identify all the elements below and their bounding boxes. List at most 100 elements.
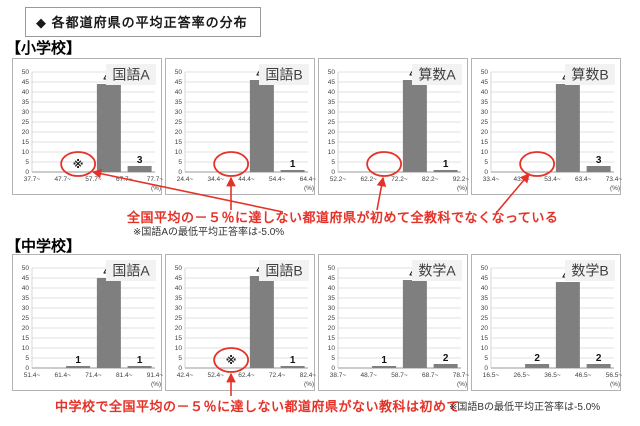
bar-chart: 05101520253035404550243216.5~26.5~36.5~4… [481, 260, 622, 388]
y-tick-label: 35 [22, 295, 30, 302]
bar-chart: 0510152025303540455046124.4~34.4~44.4~54… [175, 64, 316, 192]
y-tick-label: 20 [175, 129, 183, 136]
chart-title-box [565, 260, 615, 281]
y-tick-label: 15 [175, 335, 183, 342]
x-tick-label: 51.4~ [24, 372, 41, 379]
y-tick-label: 30 [22, 109, 30, 116]
bar [127, 166, 152, 172]
chart-title-box [412, 260, 462, 281]
bar [402, 280, 427, 368]
y-tick-label: 35 [328, 99, 336, 106]
junior-high-highlight-text: 中学校で全国平均の－５％に達しない都道府県がない教科は初めて [55, 399, 461, 414]
bar [66, 366, 91, 368]
y-tick-label: 5 [25, 159, 29, 166]
y-tick-label: 30 [328, 305, 336, 312]
bar [280, 366, 305, 368]
x-tick-label: 47.7~ [55, 176, 72, 183]
y-tick-label: 10 [22, 149, 30, 156]
y-tick-label: 15 [22, 335, 30, 342]
y-tick-label: 5 [331, 159, 335, 166]
y-tick-label: 40 [328, 89, 336, 96]
chart-title-box [106, 64, 156, 85]
x-tick-label: 37.7~ [24, 176, 41, 183]
bar-chart: 05101520253035404550443※37.7~47.7~57.7~6… [22, 64, 163, 192]
y-tick-label: 50 [175, 69, 183, 76]
bar-value-label: 3 [596, 155, 602, 166]
y-tick-label: 30 [481, 109, 489, 116]
x-tick-label: 63.4~ [575, 176, 592, 183]
bar [96, 278, 121, 368]
y-tick-label: 30 [481, 305, 489, 312]
x-tick-label: 24.4~ [177, 176, 194, 183]
bar [586, 166, 611, 172]
y-tick-label: 20 [328, 325, 336, 332]
y-tick-label: 25 [328, 119, 336, 126]
bar-value-label: 2 [443, 353, 449, 364]
bar-value-label: 1 [381, 355, 387, 366]
asterisk-mark: ※ [73, 159, 84, 171]
bar [433, 170, 458, 172]
chart-title-box [106, 260, 156, 281]
x-tick-label: 91.4~ [147, 372, 164, 379]
x-tick-label: 67.7~ [116, 176, 133, 183]
y-tick-label: 5 [484, 355, 488, 362]
y-tick-label: 35 [481, 295, 489, 302]
y-tick-label: 0 [25, 365, 29, 372]
x-tick-label: 36.5~ [544, 372, 561, 379]
y-tick-label: 30 [22, 305, 30, 312]
y-tick-label: 45 [22, 79, 30, 86]
chart-title-box [259, 260, 309, 281]
y-tick-label: 25 [481, 119, 489, 126]
chart-title: 国語A [112, 263, 150, 279]
x-tick-label: 34.4~ [208, 176, 225, 183]
y-tick-label: 35 [22, 99, 30, 106]
x-tick-label: 92.2~ [453, 176, 470, 183]
y-tick-label: 45 [328, 79, 336, 86]
bar-chart: 05101520253035404550144238.7~48.7~58.7~6… [328, 260, 469, 388]
x-axis-unit-label: (%) [610, 381, 620, 388]
y-tick-label: 40 [175, 89, 183, 96]
elementary-chart-row: 05101520253035404550443※37.7~47.7~57.7~6… [12, 58, 623, 195]
bar-value-label: 2 [596, 353, 602, 364]
chart-title: 国語B [265, 263, 302, 279]
y-tick-label: 50 [22, 69, 30, 76]
x-tick-label: 43.4~ [514, 176, 531, 183]
bar-value-label: 1 [137, 355, 143, 366]
x-axis-unit-label: (%) [304, 381, 314, 388]
bar [249, 80, 274, 172]
y-tick-label: 0 [25, 169, 29, 176]
bar [586, 364, 611, 368]
chart-panel-junior-japanese-a: 05101520253035404550145151.4~61.4~71.4~8… [12, 254, 164, 391]
x-axis-unit-label: (%) [610, 185, 620, 192]
y-tick-label: 15 [22, 139, 30, 146]
y-tick-label: 0 [484, 365, 488, 372]
chart-title: 算数A [418, 67, 456, 83]
y-tick-label: 15 [328, 139, 336, 146]
x-tick-label: 82.4~ [300, 372, 317, 379]
x-tick-label: 42.4~ [177, 372, 194, 379]
y-tick-label: 15 [481, 139, 489, 146]
x-axis-unit-label: (%) [457, 185, 467, 192]
bar-chart: 0510152025303540455046152.2~62.2~72.2~82… [328, 64, 470, 192]
y-tick-label: 45 [22, 275, 30, 282]
y-tick-label: 50 [328, 265, 336, 272]
y-tick-label: 30 [175, 305, 183, 312]
x-tick-label: 73.4~ [606, 176, 623, 183]
y-tick-label: 50 [328, 69, 336, 76]
x-tick-label: 62.2~ [361, 176, 378, 183]
y-tick-label: 40 [328, 285, 336, 292]
y-tick-label: 25 [22, 119, 30, 126]
y-tick-label: 15 [175, 139, 183, 146]
x-tick-label: 54.4~ [269, 176, 286, 183]
y-tick-label: 45 [481, 275, 489, 282]
y-tick-label: 10 [328, 149, 336, 156]
section-label-elementary: 【小学校】 [6, 40, 82, 57]
y-tick-label: 10 [481, 149, 489, 156]
y-tick-label: 0 [178, 365, 182, 372]
y-tick-label: 40 [22, 89, 30, 96]
y-tick-label: 40 [481, 89, 489, 96]
y-tick-label: 45 [328, 275, 336, 282]
y-tick-label: 50 [481, 69, 489, 76]
bar [280, 170, 305, 172]
section-label-junior-high: 【中学校】 [6, 238, 82, 255]
